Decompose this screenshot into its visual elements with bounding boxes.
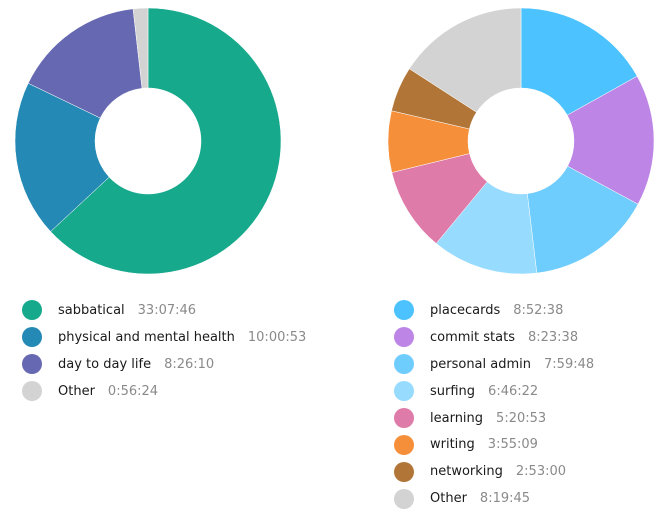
legend-swatch-icon (22, 354, 42, 375)
legend-label: commit stats (430, 329, 515, 345)
legend-swatch-icon (394, 354, 414, 375)
legend-swatch-icon (394, 327, 414, 348)
donut-slice[interactable] (27, 8, 143, 119)
legend-item[interactable]: personal admin 7:59:48 (394, 351, 594, 378)
legend-label: sabbatical (58, 302, 125, 318)
legend-value: 10:00:53 (247, 329, 307, 345)
donut-slice[interactable] (408, 7, 522, 113)
legend-item[interactable]: networking 2:53:00 (394, 458, 594, 485)
legend-swatch-icon (394, 461, 414, 482)
legend-right: placecards 8:52:38 commit stats 8:23:38 … (394, 297, 594, 512)
legend-label: placecards (430, 302, 501, 318)
legend-label: personal admin (430, 356, 532, 372)
legend-value: 5:20:53 (496, 410, 547, 426)
legend-swatch-icon (22, 327, 42, 348)
legend-item[interactable]: sabbatical 33:07:46 (22, 297, 306, 324)
donut-slice[interactable] (132, 7, 149, 89)
donut-chart-right (373, 0, 668, 290)
legend-label: Other (58, 383, 95, 399)
legend-label: day to day life (58, 356, 152, 372)
legend-swatch-icon (394, 434, 414, 455)
donut-slice[interactable] (566, 75, 655, 205)
legend-value: 3:55:09 (487, 437, 538, 453)
donut-svg-right (387, 7, 655, 275)
legend-label: networking (430, 464, 503, 480)
legend-item[interactable]: day to day life 8:26:10 (22, 351, 306, 378)
legend-value: 8:23:38 (527, 329, 579, 345)
legend-label: learning (430, 410, 484, 426)
legend-value: 33:07:46 (137, 302, 197, 318)
legend-item[interactable]: learning 5:20:53 (394, 405, 594, 432)
donut-slice[interactable] (526, 165, 639, 274)
legend-swatch-icon (22, 381, 42, 402)
legend-value: 8:52:38 (513, 302, 564, 318)
donut-slice[interactable] (14, 82, 110, 232)
legend-item[interactable]: physical and mental health 10:00:53 (22, 324, 306, 351)
legend-label: physical and mental health (58, 329, 235, 345)
legend-swatch-icon (394, 300, 414, 321)
legend-swatch-icon (394, 408, 414, 428)
legend-label: Other (430, 491, 467, 507)
legend-label: writing (430, 437, 475, 453)
legend-value: 2:53:00 (515, 464, 567, 480)
donut-slice[interactable] (520, 7, 638, 116)
legend-label: surfing (430, 383, 476, 399)
legend-swatch-icon (394, 381, 414, 402)
donut-svg-left (14, 7, 282, 275)
legend-swatch-icon (22, 300, 42, 321)
legend-item[interactable]: writing 3:55:09 (394, 431, 594, 458)
legend-item[interactable]: surfing 6:46:22 (394, 378, 594, 405)
legend-item[interactable]: Other 0:56:24 (22, 378, 306, 405)
legend-value: 8:19:45 (479, 491, 531, 507)
legend-value: 7:59:48 (544, 356, 595, 372)
legend-value: 6:46:22 (488, 383, 539, 399)
legend-value: 8:26:10 (164, 356, 215, 372)
donut-chart-left (0, 0, 300, 290)
legend-item[interactable]: Other 8:19:45 (394, 485, 594, 512)
legend-left: sabbatical 33:07:46 physical and mental … (22, 297, 306, 405)
legend-swatch-icon (394, 488, 414, 509)
legend-item[interactable]: placecards 8:52:38 (394, 297, 594, 324)
legend-item[interactable]: commit stats 8:23:38 (394, 324, 594, 351)
donut-slice[interactable] (50, 7, 282, 275)
legend-value: 0:56:24 (107, 383, 159, 399)
